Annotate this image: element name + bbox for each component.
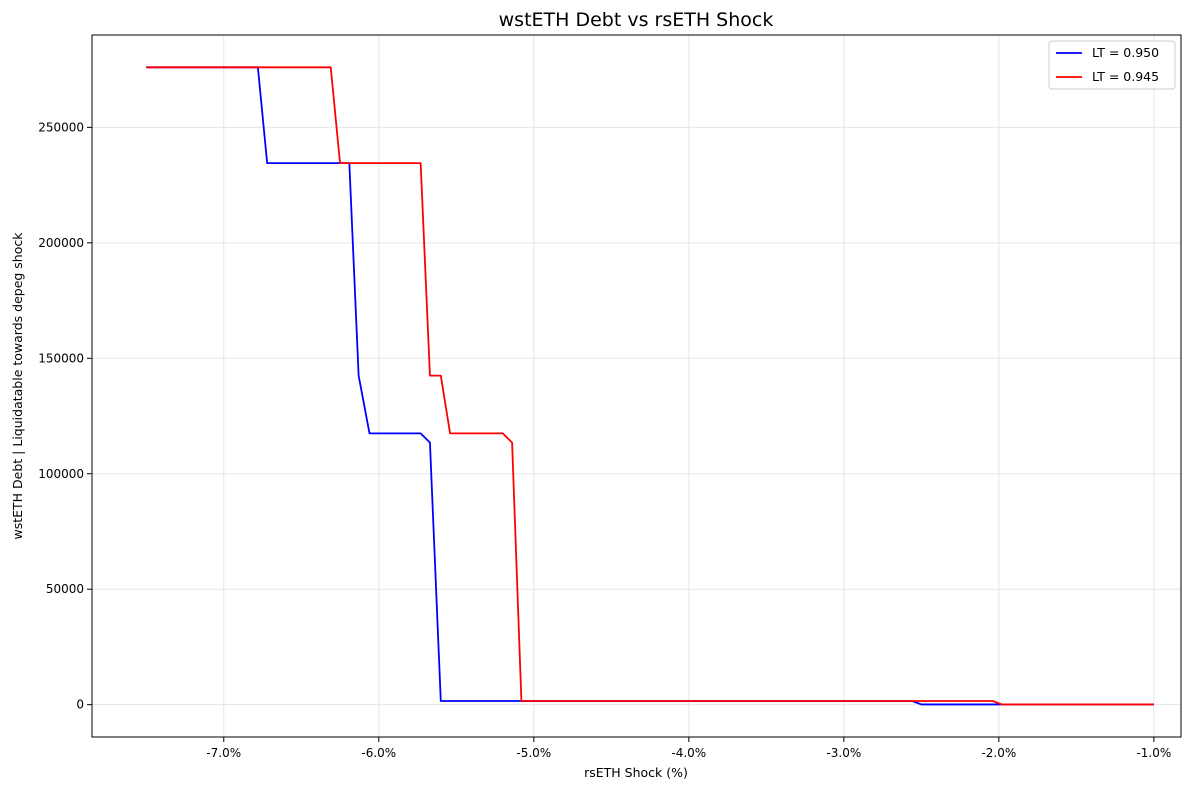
plot-area-frame [91, 34, 1182, 738]
x-axis-label: rsETH Shock (%) [584, 765, 688, 780]
y-tick-label: 0 [76, 698, 84, 712]
y-tick-label: 150000 [38, 351, 84, 365]
x-tick-label: -6.0% [361, 746, 396, 760]
x-axis: -7.0% -6.0% -5.0% -4.0% -3.0% -2.0% -1.0% [206, 737, 1171, 760]
x-tick-label: -2.0% [981, 746, 1016, 760]
y-tick-label: 200000 [38, 236, 84, 250]
chart-title: wstETH Debt vs rsETH Shock [499, 9, 774, 31]
legend-label-lt-0945: LT = 0.945 [1092, 69, 1159, 84]
y-axis-label: wstETH Debt | Liquidatable towards depeg… [10, 232, 25, 540]
x-tick-label: -3.0% [826, 746, 861, 760]
x-tick-label: -5.0% [516, 746, 551, 760]
y-axis: 0 50000 100000 150000 200000 250000 [38, 120, 92, 712]
series-line-1 [146, 66, 1154, 706]
y-tick-label: 100000 [38, 467, 84, 481]
x-tick-label: -1.0% [1136, 746, 1171, 760]
y-tick-label: 250000 [38, 120, 84, 134]
y-tick-label: 50000 [46, 582, 84, 596]
x-tick-label: -7.0% [206, 746, 241, 760]
legend: LT = 0.950 LT = 0.945 [1048, 40, 1176, 90]
x-tick-label: -4.0% [671, 746, 706, 760]
legend-label-lt-0950: LT = 0.950 [1092, 45, 1159, 60]
series-layer [146, 66, 1154, 706]
grid-layer [92, 35, 1181, 737]
